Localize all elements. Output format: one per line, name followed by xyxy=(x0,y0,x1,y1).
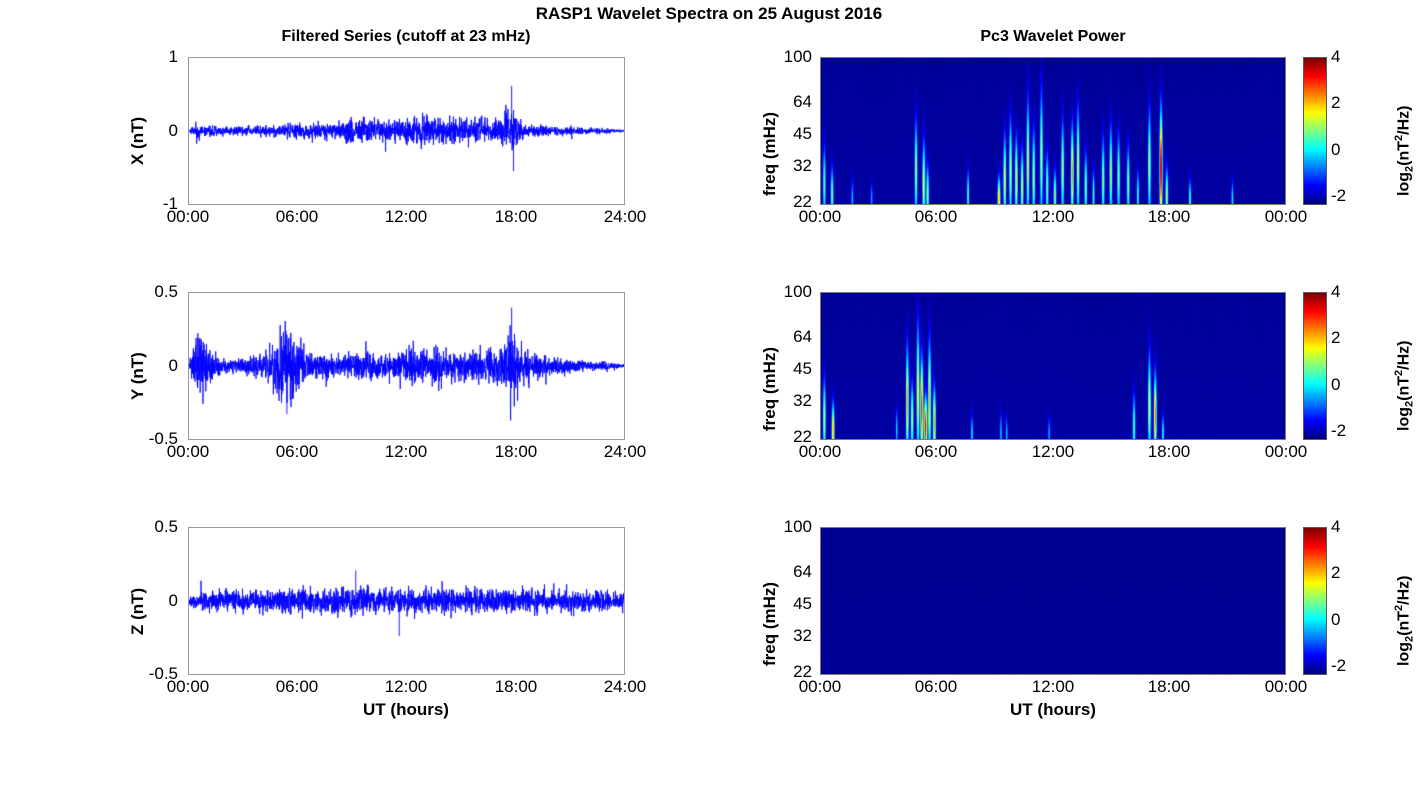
cb-sup-r2: 2 xyxy=(1393,369,1405,376)
colorbar-tick-r2-0: 4 xyxy=(1331,282,1341,301)
plot-y-filtered-series[interactable] xyxy=(188,292,625,440)
ytick-y-top: 0.5 xyxy=(154,282,178,301)
xtick-sp-4-r2: 00:00 xyxy=(1264,442,1308,461)
ytick-y-bot: -0.5 xyxy=(148,429,178,448)
ytick-x-top: 1 xyxy=(168,47,178,66)
ftick-r2-32: 32 xyxy=(793,391,812,410)
colorbar-tick-r1-0: 4 xyxy=(1331,47,1341,66)
xtick-ts-1-r2: 06:00 xyxy=(275,442,319,461)
xtick-ts-3-r3: 18:00 xyxy=(494,677,538,696)
xtick-sp-1-r3: 06:00 xyxy=(914,677,958,696)
xtick-sp-0-r2: 00:00 xyxy=(798,442,842,461)
xtick-sp-2-r3: 12:00 xyxy=(1031,677,1075,696)
colorbar-tick-r2-2: 0 xyxy=(1331,375,1341,394)
ftick-r3-64: 64 xyxy=(793,562,812,581)
xtick-ts-0-r3: 00:00 xyxy=(166,677,210,696)
xtick-sp-2-r2: 12:00 xyxy=(1031,442,1075,461)
xtick-ts-2-r3: 12:00 xyxy=(384,677,428,696)
xtick-ts-0-r1: 00:00 xyxy=(166,207,210,226)
xtick-ts-3-r1: 18:00 xyxy=(494,207,538,226)
colorbar-r2[interactable] xyxy=(1303,292,1327,440)
ftick-r2-22: 22 xyxy=(793,427,812,446)
cb-log-r1: log xyxy=(1395,172,1413,196)
colorbar-tick-r3-3: -2 xyxy=(1331,656,1347,675)
ftick-r3-32: 32 xyxy=(793,626,812,645)
xtick-sp-4-r1: 00:00 xyxy=(1264,207,1308,226)
cb-sub-r2: 2 xyxy=(1403,400,1416,407)
cb-open-r3: (nT xyxy=(1395,611,1413,636)
colorbar-label-r1: log2(nT2/Hz) xyxy=(1393,106,1416,196)
plot-x-pc3-wavelet-power[interactable] xyxy=(820,57,1286,205)
xtick-sp-0-r3: 00:00 xyxy=(798,677,842,696)
colorbar-tick-r3-2: 0 xyxy=(1331,610,1341,629)
ftick-r3-22: 22 xyxy=(793,662,812,681)
xtick-ts-4-r3: 24:00 xyxy=(603,677,647,696)
xtick-ts-1-r1: 06:00 xyxy=(275,207,319,226)
cb-sub-r3: 2 xyxy=(1403,635,1416,642)
cb-sup-r1: 2 xyxy=(1393,134,1405,141)
ftick-r2-45: 45 xyxy=(793,359,812,378)
ytick-z-bot: -0.5 xyxy=(148,664,178,683)
cb-log-r3: log xyxy=(1395,642,1413,666)
colorbar-label-r3: log2(nT2/Hz) xyxy=(1393,576,1416,666)
cb-log-r2: log xyxy=(1395,407,1413,431)
xtick-ts-3-r2: 18:00 xyxy=(494,442,538,461)
xtick-ts-4-r1: 24:00 xyxy=(603,207,647,226)
ytick-x-mid: 0 xyxy=(168,121,178,140)
xtick-ts-4-r2: 24:00 xyxy=(603,442,647,461)
cb-sub-r1: 2 xyxy=(1403,165,1416,172)
cb-close-r3: /Hz) xyxy=(1395,575,1413,605)
ftick-r1-22: 22 xyxy=(793,192,812,211)
ytick-x-bot: -1 xyxy=(162,194,178,213)
colorbar-tick-r3-0: 4 xyxy=(1331,517,1341,536)
ftick-r3-45: 45 xyxy=(793,594,812,613)
left-column-title: Filtered Series (cutoff at 23 mHz) xyxy=(281,28,531,45)
xtick-sp-0-r1: 00:00 xyxy=(798,207,842,226)
ftick-r1-45: 45 xyxy=(793,124,812,143)
ytick-y-mid: 0 xyxy=(168,356,178,375)
colorbar-tick-r1-2: 0 xyxy=(1331,140,1341,159)
ftick-r3-100: 100 xyxy=(783,517,812,536)
plot-z-filtered-series[interactable] xyxy=(188,527,625,675)
ftick-r1-32: 32 xyxy=(793,156,812,175)
ftick-r1-100: 100 xyxy=(783,47,812,66)
cb-open-r2: (nT xyxy=(1395,376,1413,401)
ftick-r2-100: 100 xyxy=(783,282,812,301)
colorbar-r3[interactable] xyxy=(1303,527,1327,675)
colorbar-tick-r3-1: 2 xyxy=(1331,563,1341,582)
plot-z-pc3-wavelet-power[interactable] xyxy=(820,527,1286,675)
cb-close-r2: /Hz) xyxy=(1395,340,1413,370)
ytick-z-top: 0.5 xyxy=(154,517,178,536)
xtick-sp-3-r1: 18:00 xyxy=(1147,207,1191,226)
xtick-ts-2-r1: 12:00 xyxy=(384,207,428,226)
cb-open-r1: (nT xyxy=(1395,141,1413,166)
right-column-title: Pc3 Wavelet Power xyxy=(980,28,1126,45)
colorbar-tick-r2-1: 2 xyxy=(1331,328,1341,347)
xtick-sp-3-r2: 18:00 xyxy=(1147,442,1191,461)
colorbar-r1[interactable] xyxy=(1303,57,1327,205)
ftick-r2-64: 64 xyxy=(793,327,812,346)
colorbar-tick-r1-1: 2 xyxy=(1331,93,1341,112)
cb-close-r1: /Hz) xyxy=(1395,105,1413,135)
xlabel-right-column: UT (hours) xyxy=(1010,700,1096,719)
xtick-sp-1-r1: 06:00 xyxy=(914,207,958,226)
xtick-sp-3-r3: 18:00 xyxy=(1147,677,1191,696)
ftick-r1-64: 64 xyxy=(793,92,812,111)
colorbar-tick-r1-3: -2 xyxy=(1331,186,1347,205)
xtick-ts-2-r2: 12:00 xyxy=(384,442,428,461)
colorbar-tick-r2-3: -2 xyxy=(1331,421,1347,440)
xtick-sp-1-r2: 06:00 xyxy=(914,442,958,461)
xtick-ts-1-r3: 06:00 xyxy=(275,677,319,696)
xtick-ts-0-r2: 00:00 xyxy=(166,442,210,461)
colorbar-label-r2: log2(nT2/Hz) xyxy=(1393,341,1416,431)
xlabel-left-column: UT (hours) xyxy=(363,700,449,719)
xtick-sp-4-r3: 00:00 xyxy=(1264,677,1308,696)
cb-sup-r3: 2 xyxy=(1393,604,1405,611)
xtick-sp-2-r1: 12:00 xyxy=(1031,207,1075,226)
figure-title: RASP1 Wavelet Spectra on 25 August 2016 xyxy=(535,4,883,23)
plot-y-pc3-wavelet-power[interactable] xyxy=(820,292,1286,440)
ytick-z-mid: 0 xyxy=(168,591,178,610)
plot-x-filtered-series[interactable] xyxy=(188,57,625,205)
